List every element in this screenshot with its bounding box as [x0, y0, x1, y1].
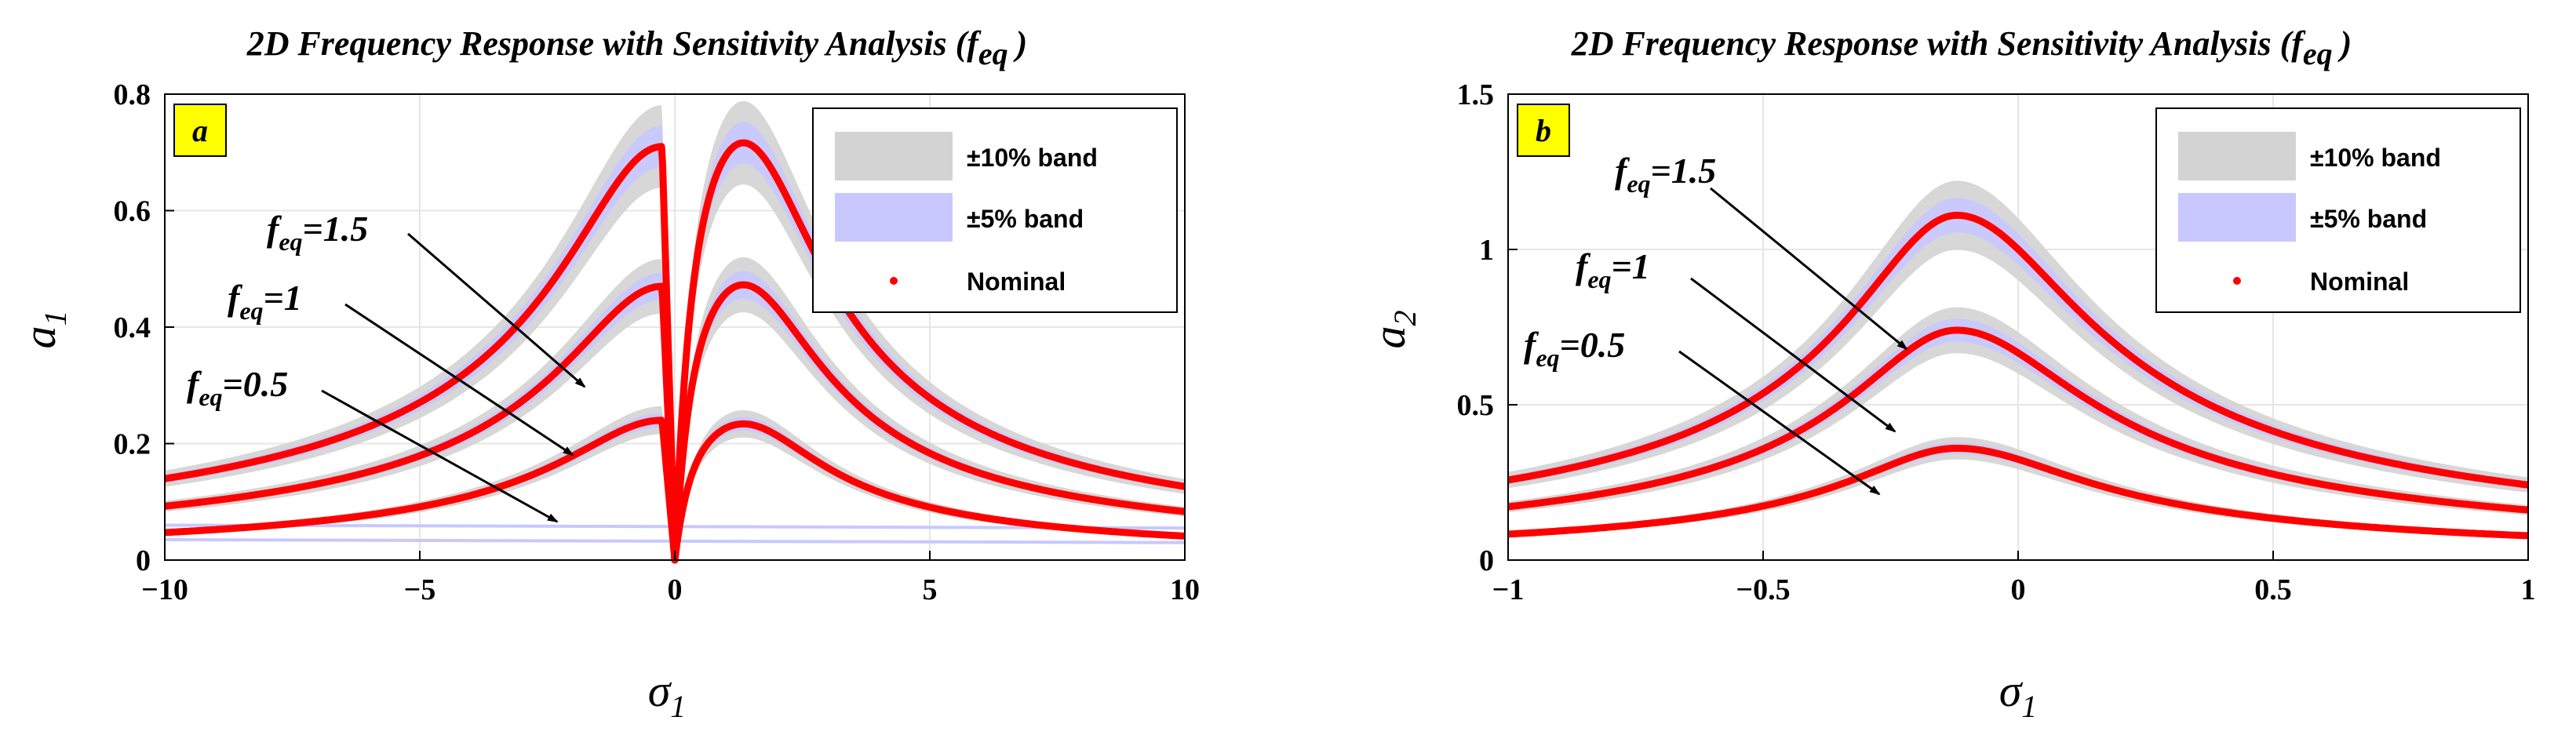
legend-swatch-band10 [835, 132, 953, 180]
arrow-b-feq-0.5 [1678, 350, 1881, 496]
arrow-a-feq-1.5 [407, 232, 586, 388]
panel-a-annotations: feq=1.5 feq=1 feq=0.5 [187, 209, 586, 523]
x-tick-label: 1 [2521, 573, 2536, 606]
annot-b-feq-1: feq=1 [1576, 246, 1650, 293]
x-tick-label: −0.5 [1736, 573, 1790, 606]
legend-label-band10: ±10% band [967, 144, 1098, 172]
panel-b-xlabel: σ1 [1999, 665, 2038, 724]
legend-swatch-band5 [835, 193, 953, 242]
legend-label-band5: ±5% band [967, 205, 1084, 233]
y-tick-label: 0.4 [114, 311, 151, 344]
annot-a-feq-1.5: feq=1.5 [267, 209, 368, 256]
y-tick-label: 0.6 [114, 195, 151, 228]
legend-marker-nominal [2233, 277, 2241, 285]
panel-b-annotations: feq=1.5 feq=1 feq=0.5 [1524, 151, 1908, 496]
nominal-curve-feq-1.5 [1507, 211, 2530, 489]
x-tick-label: 0.5 [2254, 573, 2292, 606]
legend-swatch-band5 [2178, 193, 2296, 242]
y-tick-label: 0.2 [114, 428, 151, 461]
svg-text:b: b [1536, 113, 1551, 148]
legend-marker-nominal [890, 277, 898, 285]
panel-b: 2D Frequency Response with Sensitivity A… [1364, 24, 2536, 724]
panel-b-ylabel: a2 [1364, 311, 1423, 349]
legend-label-nominal: Nominal [2310, 267, 2409, 296]
panel-a-legend: ±10% band ±5% band Nominal [812, 107, 1178, 313]
nominal-curve-feq-0.5 [1507, 444, 2530, 540]
y-tick-label: 0 [1479, 544, 1494, 577]
panel-a-tag: a [173, 104, 227, 157]
panel-a-arrows [321, 232, 586, 523]
x-tick-label: 0 [668, 573, 683, 606]
x-tick-label: −5 [404, 573, 436, 606]
annot-b-feq-0.5: feq=0.5 [1524, 325, 1625, 372]
panel-a: 2D Frequency Response with Sensitivity A… [14, 24, 1200, 724]
panel-b-ticks: −1 −0.5 0 0.5 1 0 0.5 1 1.5 [1457, 78, 2536, 606]
annot-a-feq-0.5: feq=0.5 [187, 364, 288, 411]
y-tick-label: 0.5 [1457, 389, 1495, 422]
panel-b-tag: b [1517, 104, 1570, 157]
x-tick-label: 0 [2011, 573, 2026, 606]
y-tick-label: 1.5 [1457, 78, 1495, 111]
panel-b-title: 2D Frequency Response with Sensitivity A… [1571, 24, 2352, 71]
arrow-a-feq-0.5 [321, 389, 559, 523]
panel-a-ylabel: a1 [14, 311, 73, 349]
x-tick-label: −10 [141, 573, 188, 606]
panel-a-title: 2D Frequency Response with Sensitivity A… [246, 24, 1028, 71]
arrow-b-feq-1 [1690, 277, 1896, 433]
annot-a-feq-1: feq=1 [228, 278, 302, 325]
legend-label-band5: ±5% band [2310, 205, 2427, 233]
x-tick-label: 10 [1170, 573, 1200, 606]
y-tick-label: 0.8 [114, 78, 151, 111]
panel-a-xlabel: σ1 [648, 665, 687, 724]
x-tick-label: −1 [1492, 573, 1525, 606]
panel-b-curves [1507, 211, 2530, 540]
legend-swatch-band10 [2178, 132, 2296, 180]
y-tick-label: 0 [136, 544, 151, 577]
panel-a-ticks: −10 −5 0 5 10 0 0.2 0.4 0.6 0.8 [114, 78, 1201, 606]
y-tick-label: 1 [1479, 234, 1494, 267]
annot-b-feq-1.5: feq=1.5 [1615, 151, 1716, 198]
arrow-b-feq-1.5 [1710, 187, 1908, 351]
legend-label-nominal: Nominal [967, 267, 1066, 296]
x-tick-label: 5 [923, 573, 938, 606]
panel-b-legend: ±10% band ±5% band Nominal [2155, 107, 2521, 313]
svg-text:a: a [192, 113, 208, 148]
arrow-a-feq-1 [344, 303, 574, 457]
legend-label-band10: ±10% band [2310, 144, 2441, 172]
nominal-curve-feq-1 [1507, 326, 2530, 514]
panel-b-arrows [1678, 187, 1908, 496]
